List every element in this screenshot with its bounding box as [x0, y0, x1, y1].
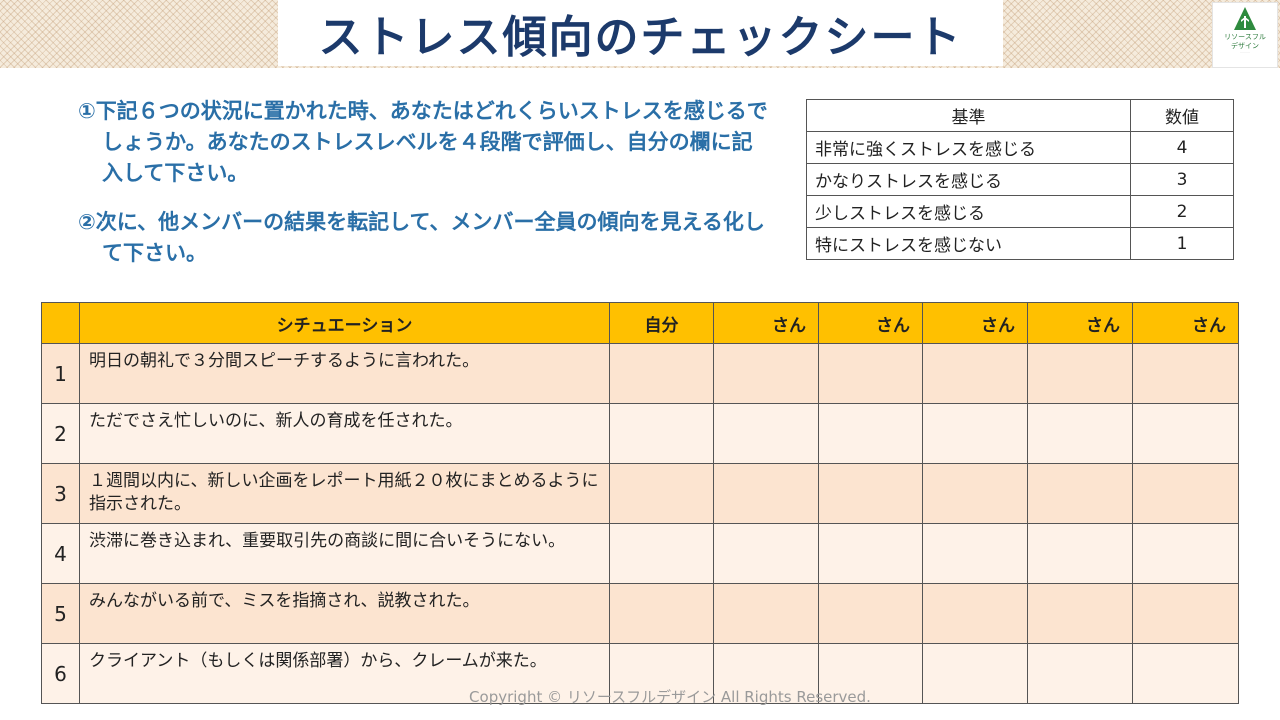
score-cell-member[interactable] — [1132, 343, 1239, 404]
header-member: さん — [1132, 302, 1239, 344]
score-cell-member[interactable] — [818, 583, 923, 644]
score-cell-member[interactable] — [1027, 343, 1133, 404]
situation-text: ただでさえ忙しいのに、新人の育成を任された。 — [79, 403, 610, 464]
header-member: さん — [1027, 302, 1133, 344]
score-cell-member[interactable] — [818, 403, 923, 464]
logo-name-line1: リソースフル — [1224, 33, 1266, 41]
row-number: 1 — [41, 343, 80, 404]
page-title: ストレス傾向のチェックシート — [318, 12, 963, 63]
score-cell-member[interactable] — [818, 343, 923, 404]
title-box: ストレス傾向のチェックシート — [278, 0, 1003, 66]
table-row: 1 明日の朝礼で３分間スピーチするように言われた。 — [41, 343, 1239, 404]
score-cell-member[interactable] — [713, 343, 819, 404]
scale-criteria: 特にストレスを感じない — [806, 227, 1131, 260]
row-number: 5 — [41, 583, 80, 644]
table-row: 2 ただでさえ忙しいのに、新人の育成を任された。 — [41, 403, 1239, 464]
score-cell-member[interactable] — [922, 523, 1028, 584]
scale-criteria: 少しストレスを感じる — [806, 195, 1131, 228]
score-cell-member[interactable] — [922, 463, 1028, 524]
score-cell-self[interactable] — [609, 403, 714, 464]
scale-header-criteria: 基準 — [806, 99, 1131, 132]
header-member: さん — [713, 302, 819, 344]
tree-icon — [1234, 7, 1256, 30]
header-self: 自分 — [609, 302, 714, 344]
situation-text: 渋滞に巻き込まれ、重要取引先の商談に間に合いそうにない。 — [79, 523, 610, 584]
copyright-footer: Copyright © リソースフルデザイン All Rights Reserv… — [469, 688, 871, 706]
scale-row: かなりストレスを感じる 3 — [806, 163, 1234, 196]
situation-text: クライアント（もしくは関係部署）から、クレームが来た。 — [79, 643, 610, 704]
scale-criteria: 非常に強くストレスを感じる — [806, 131, 1131, 164]
score-cell-self[interactable] — [609, 463, 714, 524]
table-row: 6 クライアント（もしくは関係部署）から、クレームが来た。 — [41, 643, 1239, 704]
score-cell-member[interactable] — [1132, 463, 1239, 524]
score-cell-member[interactable] — [713, 403, 819, 464]
logo-tagline: ·········· — [1240, 50, 1250, 54]
row-number: 3 — [41, 463, 80, 524]
row-number: 2 — [41, 403, 80, 464]
score-cell-member[interactable] — [818, 463, 923, 524]
score-cell-member[interactable] — [1132, 403, 1239, 464]
scale-row: 少しストレスを感じる 2 — [806, 195, 1234, 228]
table-row: 5 みんながいる前で、ミスを指摘され、説教された。 — [41, 583, 1239, 644]
scale-value: 1 — [1130, 227, 1234, 260]
row-number: 4 — [41, 523, 80, 584]
scale-value: 3 — [1130, 163, 1234, 196]
score-cell-member[interactable] — [818, 643, 923, 704]
table-row: 3 １週間以内に、新しい企画をレポート用紙２０枚にまとめるように指示された。 — [41, 463, 1239, 524]
scale-row: 特にストレスを感じない 1 — [806, 227, 1234, 260]
score-cell-member[interactable] — [1027, 643, 1133, 704]
score-cell-member[interactable] — [1132, 523, 1239, 584]
instruction-2: ②次に、他メンバーの結果を転記して、メンバー全員の傾向を見える化して下さい。 — [78, 210, 765, 265]
scale-value: 4 — [1130, 131, 1234, 164]
situation-text: １週間以内に、新しい企画をレポート用紙２０枚にまとめるように指示された。 — [79, 463, 610, 524]
score-cell-member[interactable] — [713, 463, 819, 524]
instruction-1: ①下記６つの状況に置かれた時、あなたはどれくらいストレスを感じるでしょうか。あな… — [78, 99, 768, 185]
score-cell-member[interactable] — [1132, 583, 1239, 644]
score-cell-member[interactable] — [1027, 523, 1133, 584]
scale-criteria: かなりストレスを感じる — [806, 163, 1131, 196]
header-band: ストレス傾向のチェックシート リソースフル デザイン ·········· — [0, 0, 1280, 68]
table-header-row: シチュエーション 自分 さん さん さん さん さん — [41, 302, 1239, 344]
table-row: 4 渋滞に巻き込まれ、重要取引先の商談に間に合いそうにない。 — [41, 523, 1239, 584]
header-situation: シチュエーション — [79, 302, 610, 344]
header-number-cell — [41, 302, 80, 344]
score-cell-member[interactable] — [1027, 403, 1133, 464]
header-member: さん — [922, 302, 1028, 344]
row-number: 6 — [41, 643, 80, 704]
score-cell-self[interactable] — [609, 343, 714, 404]
situation-table: シチュエーション 自分 さん さん さん さん さん 1 明日の朝礼で３分間スピ… — [41, 302, 1239, 704]
score-cell-member[interactable] — [922, 403, 1028, 464]
scale-value: 2 — [1130, 195, 1234, 228]
scale-header-value: 数値 — [1130, 99, 1234, 132]
score-cell-member[interactable] — [1027, 463, 1133, 524]
score-cell-member[interactable] — [713, 583, 819, 644]
score-cell-member[interactable] — [818, 523, 923, 584]
score-cell-member[interactable] — [1027, 583, 1133, 644]
instructions: ①下記６つの状況に置かれた時、あなたはどれくらいストレスを感じるでしょうか。あな… — [78, 96, 768, 269]
header-member: さん — [818, 302, 923, 344]
score-cell-member[interactable] — [922, 583, 1028, 644]
company-logo: リソースフル デザイン ·········· — [1212, 2, 1278, 68]
logo-name-line2: デザイン — [1231, 42, 1259, 50]
situation-text: 明日の朝礼で３分間スピーチするように言われた。 — [79, 343, 610, 404]
scale-table: 基準 数値 非常に強くストレスを感じる 4 かなりストレスを感じる 3 少しスト… — [806, 99, 1234, 260]
score-cell-member[interactable] — [713, 523, 819, 584]
scale-row: 非常に強くストレスを感じる 4 — [806, 131, 1234, 164]
score-cell-member[interactable] — [1132, 643, 1239, 704]
situation-text: みんながいる前で、ミスを指摘され、説教された。 — [79, 583, 610, 644]
score-cell-member[interactable] — [922, 343, 1028, 404]
scale-header-row: 基準 数値 — [806, 99, 1234, 132]
score-cell-member[interactable] — [713, 643, 819, 704]
score-cell-self[interactable] — [609, 523, 714, 584]
score-cell-self[interactable] — [609, 643, 714, 704]
score-cell-self[interactable] — [609, 583, 714, 644]
